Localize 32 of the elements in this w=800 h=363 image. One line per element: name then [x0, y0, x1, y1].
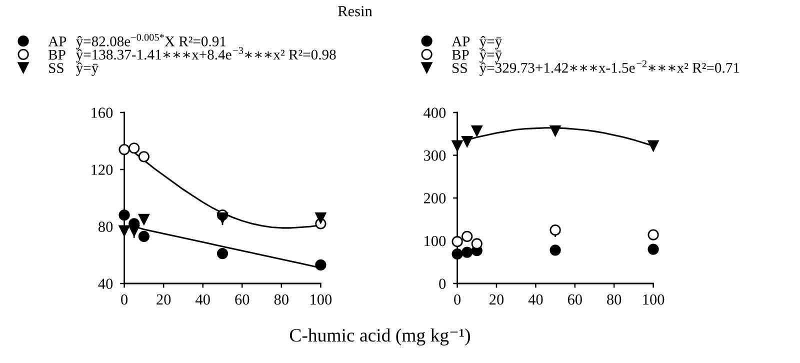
- x-tick-label: 20: [156, 294, 171, 305]
- legend-label: SS: [49, 63, 64, 73]
- y-tick-label: 0: [439, 278, 446, 289]
- x-axis-title: C-humic acid (mg kg⁻¹): [290, 328, 470, 346]
- y-tick-label: 120: [92, 164, 113, 175]
- y-tick-label: 400: [424, 108, 446, 118]
- text: Resin: [338, 6, 372, 16]
- x-tick-label: 60: [235, 294, 250, 305]
- legend-label: SS: [452, 63, 467, 73]
- legend-label: AP: [452, 36, 470, 46]
- x-tick-label: 100: [310, 294, 332, 305]
- y-tick-label: 40: [98, 278, 113, 289]
- x-tick-label: 40: [196, 294, 210, 305]
- x-tick-label: 80: [274, 294, 288, 305]
- x-tick-label: 60: [568, 294, 582, 305]
- y-tick-label: 200: [424, 193, 446, 204]
- y-tick-label: 80: [98, 222, 113, 232]
- x-tick-label: 40: [528, 294, 543, 305]
- y-tick-label: 300: [424, 150, 446, 161]
- legend-label: BP: [452, 50, 469, 60]
- x-tick-label: 20: [490, 294, 504, 305]
- text: ŷ=ȳ: [480, 36, 502, 50]
- y-tick-label: 100: [424, 236, 446, 246]
- x-tick-label: 100: [643, 294, 664, 305]
- y-tick-label: 160: [92, 108, 113, 118]
- legend-label: BP: [48, 50, 66, 60]
- text: ŷ=ȳ: [76, 62, 99, 76]
- legend-label: AP: [48, 36, 66, 46]
- x-tick-label: 80: [607, 294, 622, 305]
- x-tick-label: 0: [121, 294, 128, 305]
- x-tick-label: 0: [454, 294, 461, 305]
- text: ŷ=ȳ: [480, 49, 502, 63]
